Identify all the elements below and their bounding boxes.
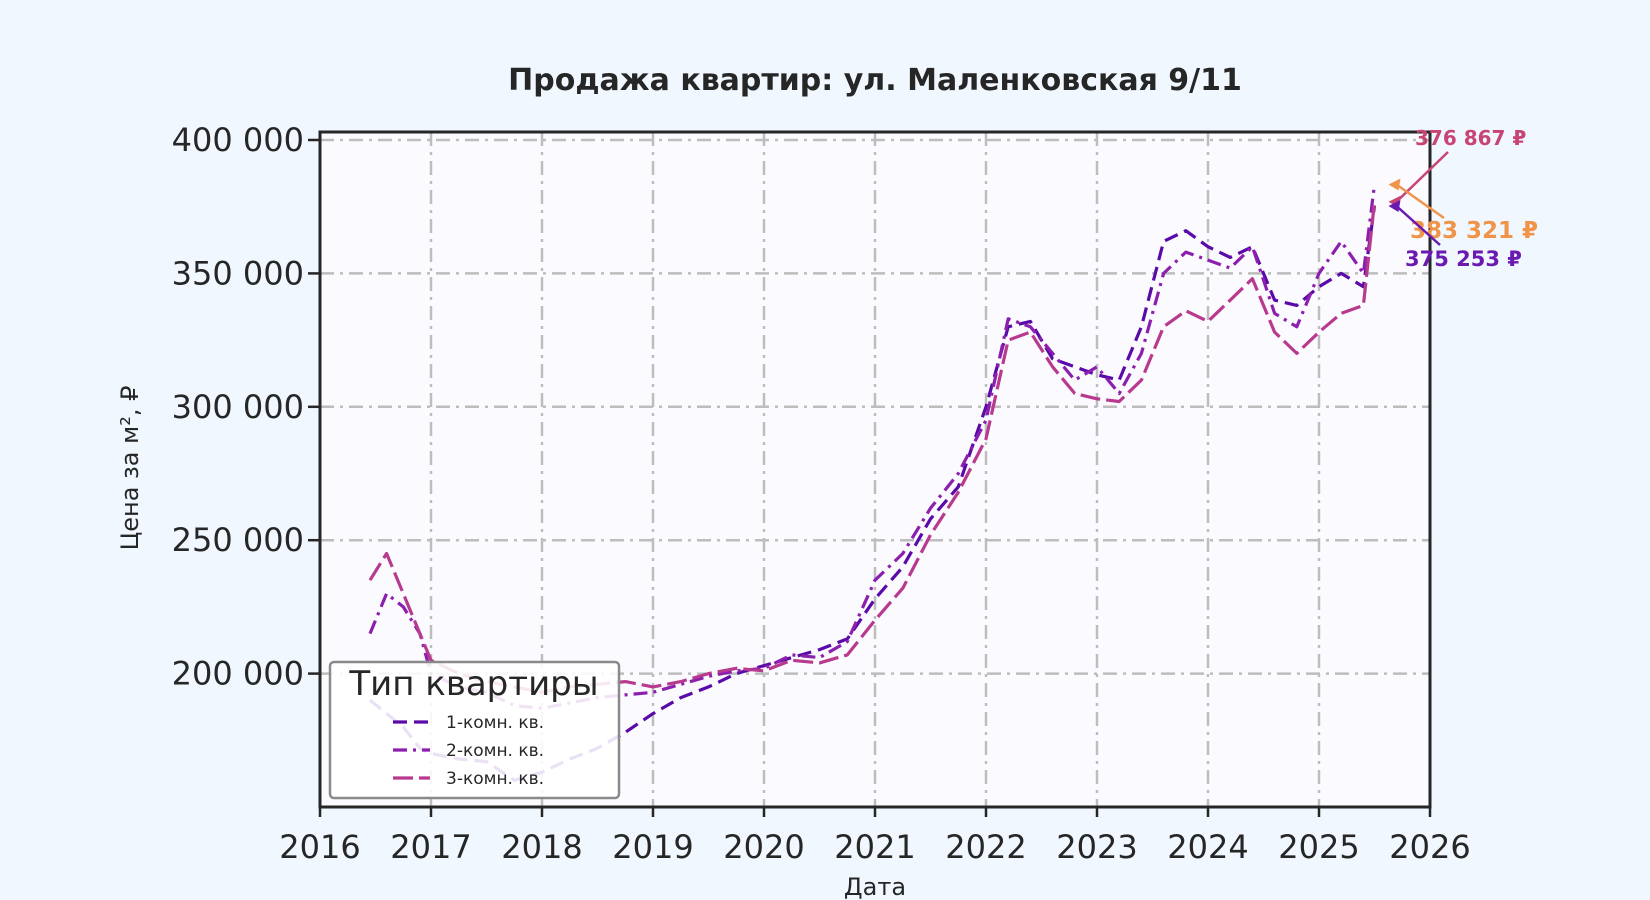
annotation-arrow [1395, 151, 1449, 203]
legend-title: Тип квартиры [348, 664, 598, 704]
y-tick-label: 350 000 [172, 254, 304, 292]
axis-ticks: 2016 2017 2018 2019 2020 2021 2022 2023 2024 2025… [172, 121, 1471, 866]
x-tick-label: 2024 [1167, 828, 1248, 866]
legend-label: 3-комн. кв. [446, 769, 544, 789]
x-tick-label: 2022 [945, 828, 1026, 866]
legend: Тип квартиры 1-комн. кв. 2-комн. кв. 3-ком… [328, 660, 621, 800]
legend-box [328, 660, 621, 800]
x-tick-label: 2019 [612, 828, 693, 866]
x-axis-label: Дата [844, 873, 906, 900]
x-tick-label: 2016 [279, 828, 360, 866]
annotations: 376 867 ₽ 383 321 ₽ 375 253 ₽ [1388, 126, 1538, 271]
annotation-arrowhead [1388, 178, 1401, 191]
annotation-arrow [1395, 183, 1445, 220]
annotation-arrow [1395, 205, 1441, 246]
annotation-arrowhead [1388, 200, 1401, 213]
series-line-2 [368, 184, 1377, 710]
x-tick-label: 2018 [501, 828, 582, 866]
x-tick-label: 2023 [1056, 828, 1137, 866]
x-tick-label: 2020 [723, 828, 804, 866]
annotation-label: 376 867 ₽ [1415, 126, 1526, 150]
x-tick-label: 2021 [834, 828, 915, 866]
y-tick-label: 300 000 [172, 388, 304, 426]
x-tick-label: 2025 [1278, 828, 1359, 866]
y-tick-label: 200 000 [172, 655, 304, 693]
legend-label: 2-комн. кв. [446, 741, 544, 761]
legend-label: 1-комн. кв. [446, 713, 544, 733]
annotation-label: 375 253 ₽ [1405, 247, 1522, 271]
x-tick-label: 2026 [1389, 828, 1470, 866]
annotation-label: 383 321 ₽ [1410, 218, 1538, 244]
y-tick-label: 400 000 [172, 121, 304, 159]
x-tick-label: 2017 [390, 828, 471, 866]
chart-title: Продажа квартир: ул. Маленковская 9/11 [508, 63, 1242, 98]
y-tick-label: 250 000 [172, 521, 304, 559]
legend-items: 1-комн. кв. 2-комн. кв. 3-комн. кв. [393, 713, 544, 789]
y-axis-label: Цена за м², ₽ [116, 386, 144, 551]
